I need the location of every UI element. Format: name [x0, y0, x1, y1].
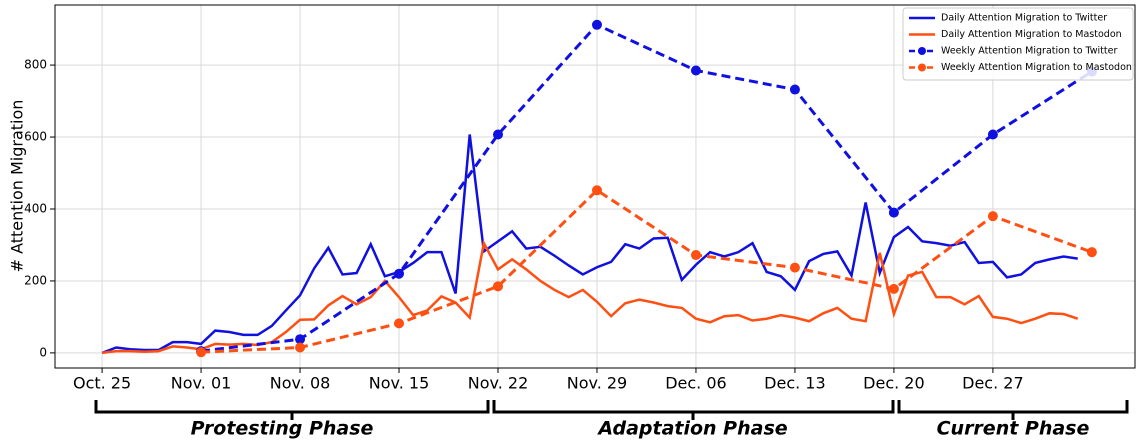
point: [394, 318, 405, 329]
phase-label: Adaptation Phase: [596, 418, 787, 440]
series-line: [101, 239, 1079, 355]
point: [789, 84, 800, 95]
x-tick-label: Nov. 08: [270, 374, 331, 393]
point: [1086, 247, 1097, 258]
point: [789, 262, 800, 273]
legend-label: Daily Attention Migration to Twitter: [941, 13, 1107, 24]
bracket: [897, 400, 1129, 420]
series-line: [200, 22, 1093, 353]
point: [493, 281, 504, 292]
series-line: [101, 134, 1078, 355]
x-tick-label: Dec. 20: [863, 374, 925, 393]
x-tick-label: Nov. 15: [369, 374, 430, 393]
legend-box: [902, 7, 1134, 81]
point: [888, 283, 899, 294]
x-tick-label: Nov. 29: [567, 374, 628, 393]
phase-label: Protesting Phase: [191, 418, 374, 440]
point: [690, 65, 701, 76]
x-tick-label: Oct. 25: [73, 374, 131, 393]
series-line: [200, 188, 1093, 354]
point: [888, 207, 899, 218]
plot-frame: [54, 4, 1136, 369]
x-tick-label: Dec. 06: [665, 374, 727, 393]
point: [394, 268, 405, 279]
point: [591, 185, 602, 196]
bracket: [492, 400, 895, 420]
x-tick-label: Nov. 22: [468, 374, 529, 393]
bracket: [94, 400, 490, 420]
legend-label: Weekly Attention Migration to Mastodon: [941, 62, 1132, 73]
point: [987, 129, 998, 140]
x-tick-label: Nov. 01: [171, 374, 232, 393]
point: [591, 19, 602, 30]
y-tick-label: 400: [24, 201, 47, 215]
point: [295, 342, 306, 353]
y-tick-label: 600: [24, 130, 47, 144]
x-tick-label: Dec. 13: [764, 374, 826, 393]
legend-label: Daily Attention Migration to Mastodon: [941, 29, 1122, 40]
phase-label: Current Phase: [937, 418, 1090, 440]
phase-brackets: [94, 400, 1129, 420]
y-tick-label: 0: [39, 345, 47, 359]
y-tick-label: 800: [24, 58, 47, 72]
y-tick-label: 200: [24, 273, 47, 287]
y-axis-label: # Attention Migration: [8, 100, 27, 273]
point: [295, 334, 306, 345]
x-tick-label: Dec. 27: [962, 374, 1024, 393]
legend-marker: [918, 63, 926, 72]
point: [690, 250, 701, 261]
point: [987, 211, 998, 222]
legend-label: Weekly Attention Migration to Twitter: [941, 46, 1117, 57]
point: [493, 129, 504, 140]
legend-marker: [918, 47, 926, 55]
point: [196, 347, 207, 358]
